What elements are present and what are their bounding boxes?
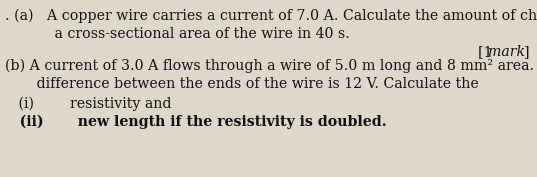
Text: . (a)   A copper wire carries a current of 7.0 A. Calculate the amount of charge: . (a) A copper wire carries a current of…	[5, 9, 537, 23]
Text: a cross-sectional area of the wire in 40 s.: a cross-sectional area of the wire in 40…	[5, 27, 350, 41]
Text: difference between the ends of the wire is 12 V. Calculate the: difference between the ends of the wire …	[5, 77, 479, 91]
Text: (ii)       new length if the resistivity is doubled.: (ii) new length if the resistivity is do…	[5, 115, 387, 129]
Text: mark: mark	[488, 45, 525, 59]
Text: (b) A current of 3.0 A flows through a wire of 5.0 m long and 8 mm² area. The po: (b) A current of 3.0 A flows through a w…	[5, 59, 537, 73]
Text: (i)        resistivity and: (i) resistivity and	[5, 97, 171, 111]
Text: ]: ]	[524, 45, 530, 59]
Text: [1: [1	[478, 45, 497, 59]
